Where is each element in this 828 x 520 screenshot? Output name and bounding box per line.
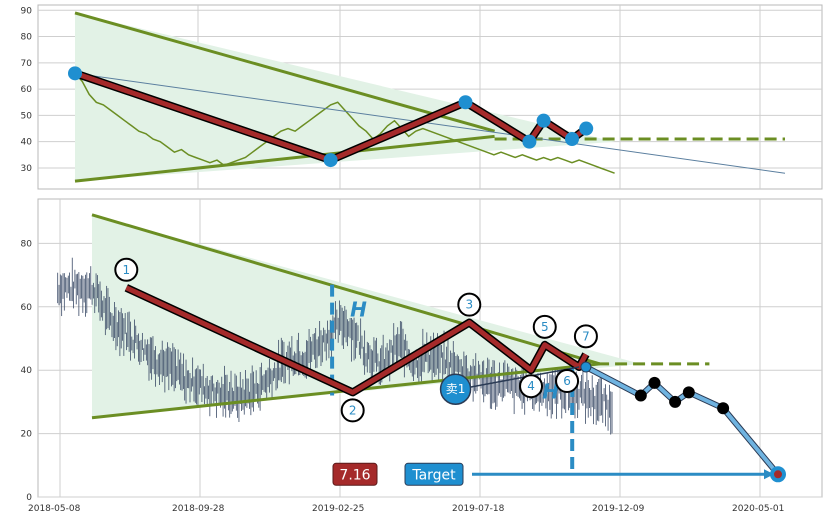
bottom-x-tick-label: 2018-09-28 bbox=[172, 504, 225, 514]
top-projection-arrow bbox=[74, 72, 786, 174]
pattern-point-label-5: 5 bbox=[541, 320, 549, 334]
pattern-point-circle-3 bbox=[457, 292, 482, 317]
top-pivot-marker-3 bbox=[458, 95, 473, 110]
bottom-x-tick-label: 2020-05-01 bbox=[732, 504, 784, 514]
top-pivot-markers bbox=[68, 66, 594, 168]
target-end-inner bbox=[774, 470, 782, 479]
bottom-y-tick-label: 0 bbox=[26, 493, 32, 503]
target-arrow-head bbox=[764, 469, 774, 480]
pattern-point-circle-4 bbox=[519, 374, 544, 399]
top-pivot-marker-7 bbox=[579, 121, 594, 136]
top-pivot-marker-6 bbox=[565, 132, 579, 147]
top-price-series bbox=[74, 72, 615, 174]
target-value-box: 7.16 bbox=[332, 462, 378, 486]
pattern-point-label-1: 1 bbox=[122, 263, 130, 277]
top-lower-trendline bbox=[74, 134, 495, 183]
bottom-y-tick-label: 80 bbox=[21, 239, 33, 249]
bottom-x-tick-label: 2018-05-08 bbox=[28, 504, 81, 514]
top-y-tick-label: 40 bbox=[21, 138, 33, 148]
projection-point-2 bbox=[648, 376, 661, 389]
pattern-point-label-3: 3 bbox=[465, 298, 473, 312]
top-y-tick-label: 80 bbox=[21, 33, 33, 43]
top-y-tick-label: 60 bbox=[21, 85, 33, 95]
top-y-tick-label: 90 bbox=[21, 6, 33, 16]
top-pivot-marker-4 bbox=[522, 134, 537, 149]
top-upper-trendline bbox=[74, 11, 496, 133]
target-label: Target bbox=[411, 467, 456, 483]
pattern-point-circle-6 bbox=[555, 369, 580, 394]
bottom-x-tick-label: 2019-07-18 bbox=[452, 504, 505, 514]
bottom-x-axis: 2018-05-08 2018-09-28 2019-02-25 2019-07-18… bbox=[28, 504, 784, 514]
pattern-point-label-2: 2 bbox=[349, 403, 357, 417]
pattern-point-label-6: 6 bbox=[563, 374, 571, 388]
top-pivot-marker-1 bbox=[68, 66, 82, 81]
bottom-x-tick-label: 2019-02-25 bbox=[312, 504, 364, 514]
bottom-upper-trendline bbox=[91, 213, 601, 366]
top-y-tick-label: 50 bbox=[21, 111, 33, 121]
pattern-point-circle-7 bbox=[573, 324, 598, 349]
sell-circle bbox=[439, 373, 472, 405]
sell-label: 卖1 bbox=[446, 382, 466, 396]
target-end-marker bbox=[770, 466, 786, 483]
target-value-text: 7.16 bbox=[339, 467, 370, 483]
height-label-1: H bbox=[350, 297, 367, 321]
height-label-2: H bbox=[542, 380, 559, 404]
bottom-y-tick-label: 40 bbox=[21, 366, 33, 376]
projection-point-1 bbox=[634, 389, 647, 402]
bottom-y-tick-label: 60 bbox=[21, 303, 33, 313]
projection-start-point bbox=[580, 361, 592, 373]
pattern-point-label-4: 4 bbox=[527, 379, 535, 393]
bottom-y-tick-label: 20 bbox=[21, 430, 33, 440]
top-pivot-marker-5 bbox=[536, 113, 551, 128]
pattern-point-circle-1 bbox=[114, 257, 139, 282]
bottom-y-axis: 0 20 40 60 80 bbox=[21, 239, 33, 503]
projection-point-4 bbox=[682, 386, 695, 399]
top-panel: 30 40 50 60 70 80 90 bbox=[21, 4, 823, 190]
bottom-price-bars bbox=[57, 257, 613, 435]
top-y-tick-label: 30 bbox=[21, 164, 33, 174]
projection-point-3 bbox=[669, 395, 682, 408]
pattern-point-circle-5 bbox=[532, 314, 557, 339]
pattern-point-label-7: 7 bbox=[582, 329, 590, 343]
top-y-tick-label: 70 bbox=[21, 59, 33, 69]
top-pivot-marker-2 bbox=[323, 153, 338, 168]
pattern-point-labels: 1 2 3 4 5 6 7 bbox=[114, 257, 598, 423]
bottom-zigzag-line bbox=[125, 285, 589, 395]
sell-marker: 卖1 bbox=[439, 373, 472, 405]
top-y-axis: 30 40 50 60 70 80 90 bbox=[21, 6, 33, 174]
target-rect bbox=[404, 462, 464, 486]
projection-point-5 bbox=[717, 402, 730, 415]
projection-points bbox=[580, 361, 730, 415]
top-panel-frame bbox=[37, 4, 823, 190]
target-box: Target bbox=[404, 462, 464, 486]
bottom-panel: 0 20 40 60 80 2018-05-08 2018-09-28 2019-02-25… bbox=[21, 198, 823, 514]
pattern-point-circle-2 bbox=[340, 398, 365, 423]
bottom-x-tick-label: 2019-12-09 bbox=[592, 504, 645, 514]
projection-path bbox=[584, 365, 780, 476]
target-value-rect bbox=[332, 462, 378, 486]
